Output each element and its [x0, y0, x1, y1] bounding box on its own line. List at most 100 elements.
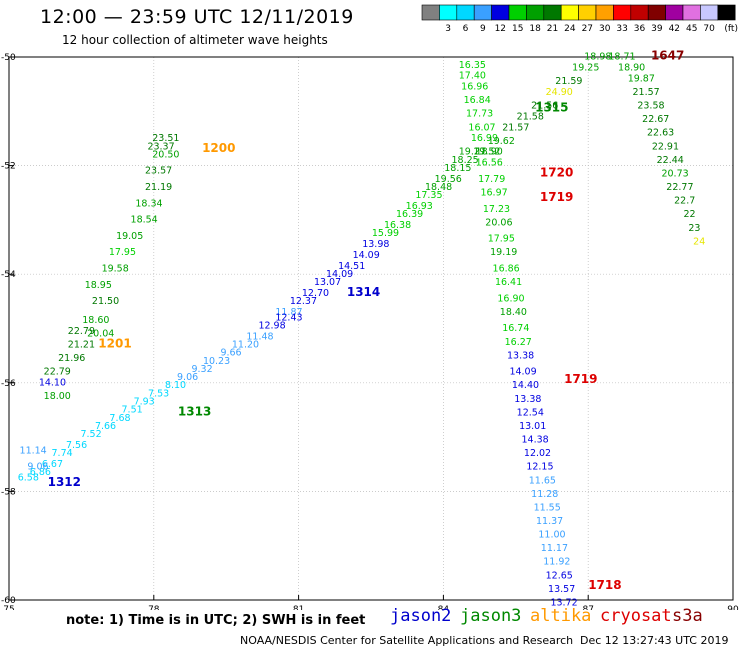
colorbar-tick-label: 42 [669, 24, 680, 34]
wave-height-label: 7.68 [109, 413, 130, 424]
wave-height-label: 14.51 [338, 261, 365, 272]
wave-height-label: 16.38 [384, 220, 411, 231]
wave-height-label: 7.74 [52, 448, 73, 459]
wave-height-label: 11.48 [246, 331, 273, 342]
wave-height-label: 7.53 [148, 388, 169, 399]
y-tick-label: -50 [1, 53, 16, 63]
wave-height-label: 6.86 [30, 467, 51, 478]
x-tick-label: 75 [3, 605, 14, 610]
wave-height-label: 7.56 [66, 440, 87, 451]
wave-height-label: 19.58 [102, 263, 129, 274]
wave-height-label: 13.38 [507, 350, 534, 361]
colorbar-tick-label: 39 [651, 24, 663, 34]
wave-height-label: 7.51 [122, 405, 143, 416]
wave-height-label: 11.17 [541, 543, 568, 554]
wave-height-label: 23.58 [637, 101, 664, 112]
colorbar-tick-label: 30 [599, 24, 611, 34]
chart-title: 12:00 — 23:59 UTC 12/11/2019 [40, 6, 354, 28]
wave-height-label: 13.98 [362, 239, 389, 250]
wave-height-label: 12.02 [524, 448, 551, 459]
colorbar-tick-label: 3 [445, 24, 451, 34]
wave-height-label: 22.77 [666, 182, 693, 193]
wave-height-label: 11.20 [232, 340, 259, 351]
wave-height-label: 22.67 [642, 114, 669, 125]
wave-height-label: 12.54 [517, 407, 544, 418]
wave-height-label: 19.52 [473, 147, 500, 158]
wave-height-label: 16.99 [471, 133, 498, 144]
wave-height-label: 16.97 [480, 187, 507, 198]
colorbar-tick-label: 24 [564, 24, 576, 34]
mission-jason3: jason3 [460, 606, 522, 626]
pass-time-label: 1719 [540, 190, 573, 204]
wave-height-label: 13.57 [548, 584, 575, 595]
wave-height-label: 20.06 [485, 217, 512, 228]
colorbar-swatch [717, 4, 736, 21]
pass-time-label: 1314 [347, 285, 380, 299]
wave-height-label: 16.93 [406, 201, 433, 212]
wave-height-label: 21.58 [517, 111, 544, 122]
wave-height-label: 17.95 [488, 234, 515, 245]
wave-height-label: 21.96 [58, 353, 85, 364]
wave-height-label: 17.35 [415, 190, 442, 201]
x-tick-label: 87 [582, 605, 593, 610]
plot-frame [8, 56, 734, 601]
colorbar-tick-label: 9 [480, 24, 486, 34]
y-tick-label: -60 [1, 596, 16, 606]
wave-height-label: 16.39 [396, 209, 423, 220]
wave-height-label: 16.07 [468, 122, 495, 133]
wave-height-label: 20.04 [87, 329, 114, 340]
wave-height-label: 16.84 [464, 95, 491, 106]
wave-height-label: 23.37 [147, 141, 174, 152]
wave-height-label: 19.62 [488, 136, 515, 147]
wave-height-label: 7.93 [134, 397, 155, 408]
wave-height-label: 23.57 [145, 166, 172, 177]
wave-height-label: 14.09 [509, 367, 536, 378]
y-tick-label: -56 [1, 379, 16, 389]
wave-height-label: 16.90 [497, 293, 524, 304]
wave-height-label: 11.65 [529, 475, 556, 486]
wave-height-label: 18.98 [584, 52, 611, 63]
wave-height-label: 18.90 [618, 63, 645, 74]
wave-height-label: 21.21 [68, 340, 95, 351]
wave-height-label: 6.67 [42, 459, 63, 470]
x-tick-label: 84 [438, 605, 450, 610]
wave-height-label: 22.91 [652, 141, 679, 152]
footnote: note: 1) Time is in UTC; 2) SWH is in fe… [66, 613, 366, 628]
wave-height-label: 19.19 [490, 247, 517, 258]
pass-time-label: 1718 [588, 578, 621, 592]
wave-height-label: 22 [684, 209, 696, 220]
wave-height-label: 18.95 [85, 280, 112, 291]
colorbar-tick-label: 18 [529, 24, 541, 34]
colorbar-unit: (ft) [724, 24, 738, 34]
wave-height-label: 22.44 [657, 155, 684, 166]
wave-height-label: 18.71 [608, 52, 635, 63]
wave-height-label: 7.66 [95, 421, 116, 432]
y-tick-label: -54 [1, 270, 16, 280]
colorbar-tick-label: 15 [512, 24, 523, 34]
mission-jason2: jason2 [390, 606, 452, 626]
wave-height-label: 12.98 [258, 321, 285, 332]
wave-height-label: 11.00 [538, 530, 565, 541]
wave-height-label: 10.23 [203, 356, 230, 367]
wave-height-label: 18.48 [425, 182, 452, 193]
wave-height-label: 11.14 [20, 445, 47, 456]
wave-height-label: 11.55 [534, 502, 561, 513]
wave-height-label: 14.10 [39, 378, 66, 389]
wave-height-label: 13.72 [550, 597, 577, 608]
wave-height-label: 11.87 [275, 307, 302, 318]
wave-height-label: 9.06 [177, 372, 198, 383]
colorbar-tick-label: 27 [582, 24, 593, 34]
x-tick-label: 78 [148, 605, 160, 610]
colorbar-tick-label: 45 [686, 24, 697, 34]
wave-height-label: 21.57 [633, 87, 660, 98]
mission-cryosat: cryosat [600, 606, 672, 626]
pass-time-label: 1200 [202, 141, 235, 155]
pass-time-label: 1719 [564, 372, 597, 386]
wave-height-label: 19.87 [628, 73, 655, 84]
wave-height-label: 14.38 [522, 435, 549, 446]
wave-height-label: 16.74 [502, 323, 529, 334]
chart-subtitle: 12 hour collection of altimeter wave hei… [62, 33, 328, 47]
wave-height-label: 13.38 [514, 394, 541, 405]
wave-height-label: 14.40 [512, 380, 539, 391]
wave-height-label: 19.56 [435, 174, 462, 185]
